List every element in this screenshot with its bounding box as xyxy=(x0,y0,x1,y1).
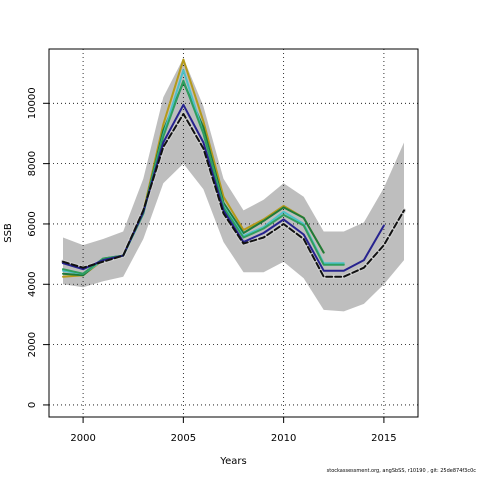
confidence-band-layer xyxy=(63,58,404,312)
grid-layer xyxy=(49,49,418,417)
y-tick-label: 6000 xyxy=(27,211,38,236)
y-tick-label: 8000 xyxy=(27,151,38,176)
y-tick-label: 10000 xyxy=(27,87,38,119)
y-axis: 0 2000 4000 6000 8000 10000 xyxy=(27,87,49,408)
series-line-7 xyxy=(62,112,405,278)
y-tick-label: 4000 xyxy=(27,272,38,297)
confidence-band xyxy=(63,58,404,312)
x-tick-label: 2000 xyxy=(70,433,95,444)
x-axis: 2000 2005 2010 2015 xyxy=(70,417,397,444)
x-tick-label: 2015 xyxy=(371,433,396,444)
y-axis-title: SSB xyxy=(3,223,14,243)
x-tick-label: 2005 xyxy=(171,433,196,444)
series-layer xyxy=(61,58,406,279)
x-axis-title: Years xyxy=(219,456,246,467)
plot-frame xyxy=(48,48,419,418)
y-tick-label: 2000 xyxy=(27,332,38,357)
footnote: stockassessment.org, angSbSS, r10190 , g… xyxy=(326,468,476,474)
y-tick-label: 0 xyxy=(27,402,38,408)
x-tick-label: 2010 xyxy=(271,433,296,444)
